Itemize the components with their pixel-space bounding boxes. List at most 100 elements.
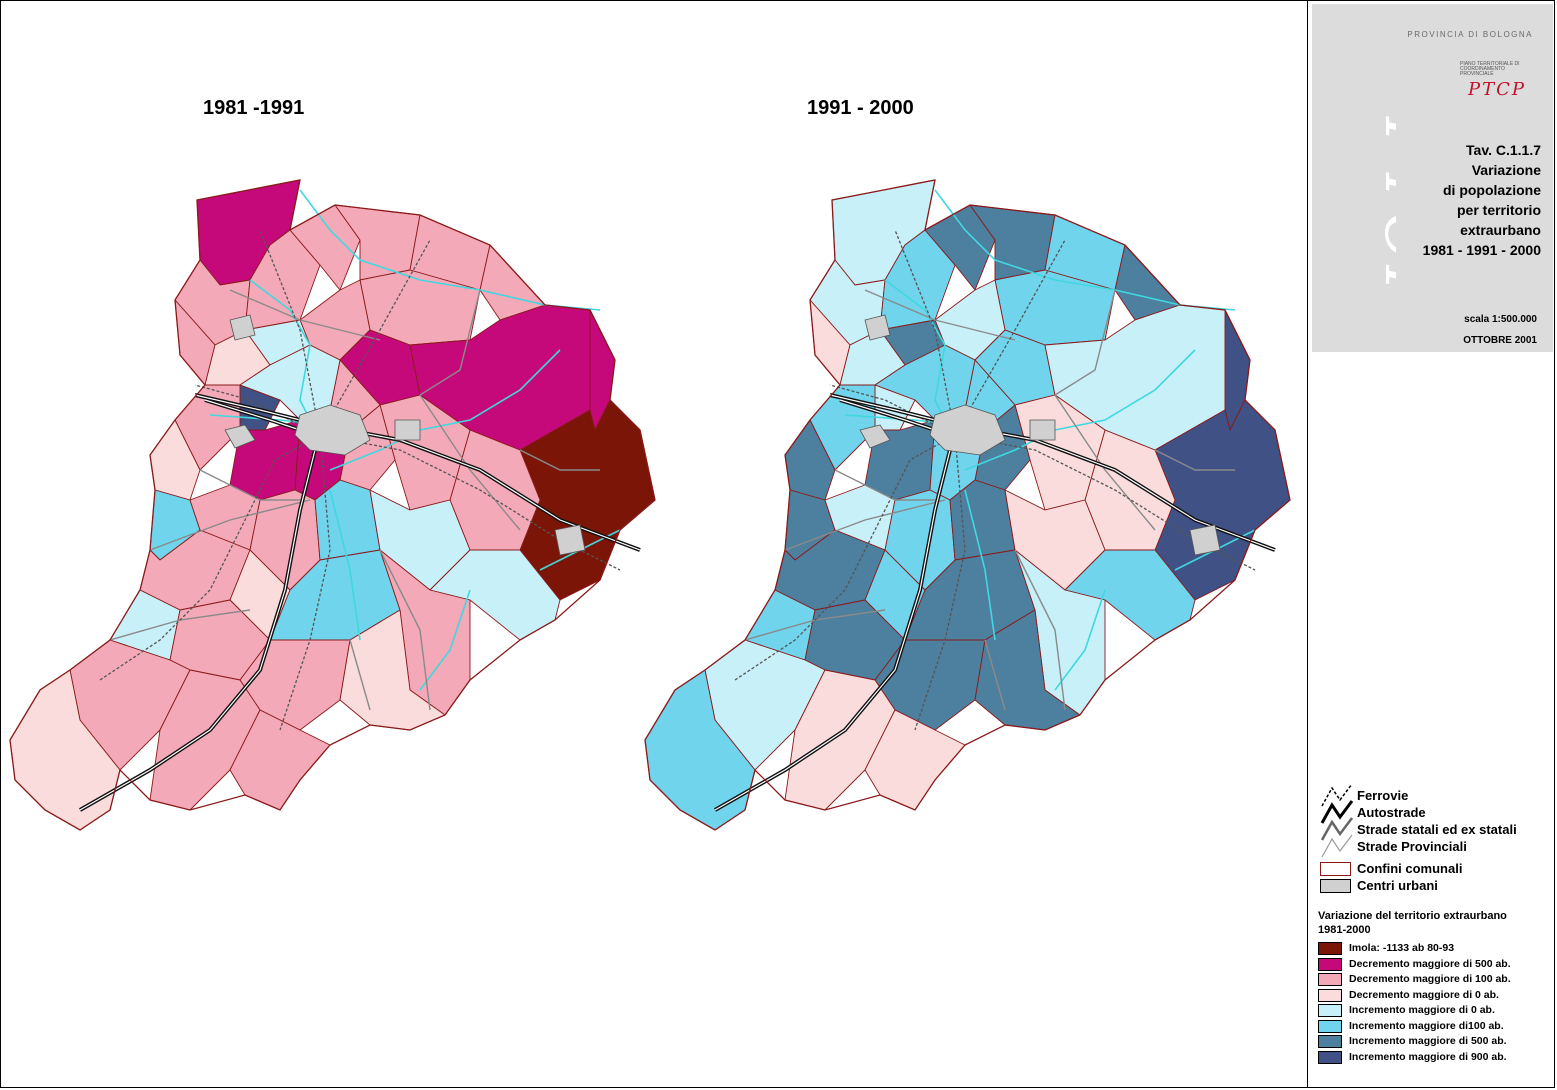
map-title-1981-1991: 1981 -1991 bbox=[203, 97, 305, 119]
variation-class-row: Decremento maggiore di 0 ab. bbox=[1318, 988, 1555, 1003]
provincial-road-line bbox=[199, 469, 300, 501]
urban-centre bbox=[929, 404, 1006, 456]
variation-class-swatch bbox=[1318, 1004, 1342, 1017]
urban-centre bbox=[224, 424, 256, 449]
map-1981-1991 bbox=[9, 179, 656, 831]
urban-centre bbox=[864, 314, 891, 341]
variation-period-line: 1981-2000 bbox=[1318, 924, 1371, 936]
variation-class-label: Incremento maggiore di 900 ab. bbox=[1349, 1050, 1507, 1063]
provincial-road-line bbox=[784, 499, 946, 551]
legend-state-roads-label: Strade statali ed ex statali bbox=[1357, 822, 1517, 837]
legend-railways: Ferrovie bbox=[1320, 783, 1555, 807]
motorway-line-icon bbox=[1320, 800, 1354, 824]
provincial-road-line bbox=[834, 469, 935, 501]
railway-line bbox=[279, 434, 331, 731]
legend-swatch bbox=[1320, 879, 1351, 893]
railway-line bbox=[894, 229, 956, 436]
variation-class-label: Decremento maggiore di 500 ab. bbox=[1349, 957, 1511, 970]
variation-class-swatch bbox=[1318, 988, 1342, 1002]
map-date: OTTOBRE 2001 bbox=[1463, 335, 1537, 346]
variation-class-swatch bbox=[1318, 1050, 1342, 1064]
sheet-title: Tav. C.1.1.7 Variazione di popolazione p… bbox=[1423, 140, 1541, 260]
variation-class-swatch bbox=[1318, 957, 1342, 971]
municipality-area bbox=[874, 344, 976, 421]
railway-line bbox=[734, 434, 956, 681]
railway-line bbox=[319, 239, 431, 436]
railway-line bbox=[259, 229, 321, 436]
ptcp-logo-text: PTCP bbox=[1467, 79, 1526, 99]
legend-state-roads: Strade statali ed ex statali bbox=[1320, 817, 1555, 841]
state-road-line-icon bbox=[1320, 817, 1353, 841]
sheet-title-line: per territorio bbox=[1456, 202, 1541, 218]
urban-centre bbox=[859, 424, 891, 449]
provincial-road-line bbox=[519, 449, 600, 471]
provincial-road-line bbox=[864, 289, 1016, 341]
ptcp-logo-mark: PTCP bbox=[1467, 79, 1526, 100]
legend-railways-label: Ferrovie bbox=[1357, 788, 1409, 803]
legend-motorways-label: Autostrade bbox=[1357, 805, 1426, 820]
railway-line bbox=[194, 384, 321, 436]
variation-class-label: Incremento maggiore di100 ab. bbox=[1349, 1019, 1504, 1032]
provincial-road-line bbox=[149, 499, 311, 551]
motorway-line-center bbox=[714, 429, 956, 811]
ptcp-watermark-logo: PTCP bbox=[1371, 116, 1396, 313]
river-line bbox=[1054, 589, 1106, 691]
urban-centre bbox=[394, 419, 421, 441]
legend-municipal-boundaries-label: Confini comunali bbox=[1357, 861, 1463, 876]
river-line bbox=[419, 589, 471, 691]
river-line bbox=[329, 349, 561, 471]
variation-class-row: Incremento maggiore di100 ab. bbox=[1318, 1019, 1555, 1034]
provincial-road-line bbox=[419, 394, 521, 531]
variation-legend-title: Variazione del territorio extraurbano 19… bbox=[1318, 909, 1507, 937]
sheet-title-line: di popolazione bbox=[1443, 182, 1541, 198]
variation-class-label: Incremento maggiore di 500 ab. bbox=[1349, 1035, 1507, 1047]
provincial-road-line bbox=[984, 639, 1006, 711]
legend-municipal-boundaries: Confini comunali bbox=[1320, 861, 1555, 877]
railway-line bbox=[829, 384, 956, 436]
ptcp-watermark-text: PTCP bbox=[1371, 116, 1396, 313]
province-boundary bbox=[644, 179, 1291, 831]
provincial-road-line bbox=[1154, 449, 1235, 471]
map-scale: scala 1:500.000 bbox=[1464, 314, 1537, 325]
variation-class-row: Decremento maggiore di 100 ab. bbox=[1318, 972, 1555, 987]
municipality-area bbox=[239, 344, 341, 421]
variation-class-row: Decremento maggiore di 500 ab. bbox=[1318, 957, 1555, 972]
provincial-road-line bbox=[419, 289, 481, 396]
legend-panel bbox=[1307, 1, 1555, 1088]
variation-class-label: Decremento maggiore di 100 ab. bbox=[1349, 973, 1511, 985]
province-name: PROVINCIA DI BOLOGNA bbox=[1407, 30, 1533, 39]
sheet-title-line: Tav. C.1.1.7 bbox=[1466, 142, 1541, 158]
railway-line bbox=[954, 239, 1066, 436]
railway-line-icon bbox=[1321, 783, 1353, 807]
provincial-road-line bbox=[1054, 289, 1116, 396]
urban-centre bbox=[229, 314, 256, 341]
variation-class-row: Incremento maggiore di 500 ab. bbox=[1318, 1034, 1555, 1049]
river-line bbox=[329, 489, 361, 641]
motorway-line-center bbox=[79, 429, 321, 811]
river-line bbox=[964, 349, 1196, 471]
urban-centre bbox=[294, 404, 371, 456]
variation-class-label: Decremento maggiore di 0 ab. bbox=[1349, 988, 1499, 1001]
legend-motorways: Autostrade bbox=[1320, 800, 1555, 824]
variation-class-row: Imola: -1133 ab 80-93 bbox=[1318, 941, 1555, 956]
sheet-title-line: extraurbano bbox=[1460, 222, 1541, 238]
variation-class-row: Incremento maggiore di 0 ab. bbox=[1318, 1003, 1555, 1018]
legend-urban-centres-label: Centri urbani bbox=[1357, 878, 1438, 893]
title-block: PROVINCIA DI BOLOGNA PIANO TERRITORIALE … bbox=[1312, 4, 1553, 352]
variation-class-swatch bbox=[1318, 1035, 1342, 1048]
sheet-title-line: Variazione bbox=[1471, 162, 1541, 178]
province-boundary bbox=[9, 179, 656, 831]
provincial-road-line-icon bbox=[1321, 834, 1353, 858]
legend-provincial-roads-label: Strade Provinciali bbox=[1357, 839, 1467, 854]
urban-centre bbox=[554, 524, 586, 556]
legend-swatch bbox=[1320, 862, 1351, 876]
map-1991-2000 bbox=[644, 179, 1291, 831]
provincial-road-line bbox=[379, 549, 431, 711]
provincial-road-line bbox=[1014, 549, 1066, 711]
variation-class-label: Imola: -1133 ab 80-93 bbox=[1349, 942, 1455, 954]
railway-line bbox=[914, 434, 966, 731]
sheet-title-line: 1981 - 1991 - 2000 bbox=[1422, 242, 1541, 258]
variation-class-swatch bbox=[1318, 973, 1342, 986]
ptcp-caption: PIANO TERRITORIALE DI COORDINAMENTO PROV… bbox=[1460, 61, 1520, 77]
